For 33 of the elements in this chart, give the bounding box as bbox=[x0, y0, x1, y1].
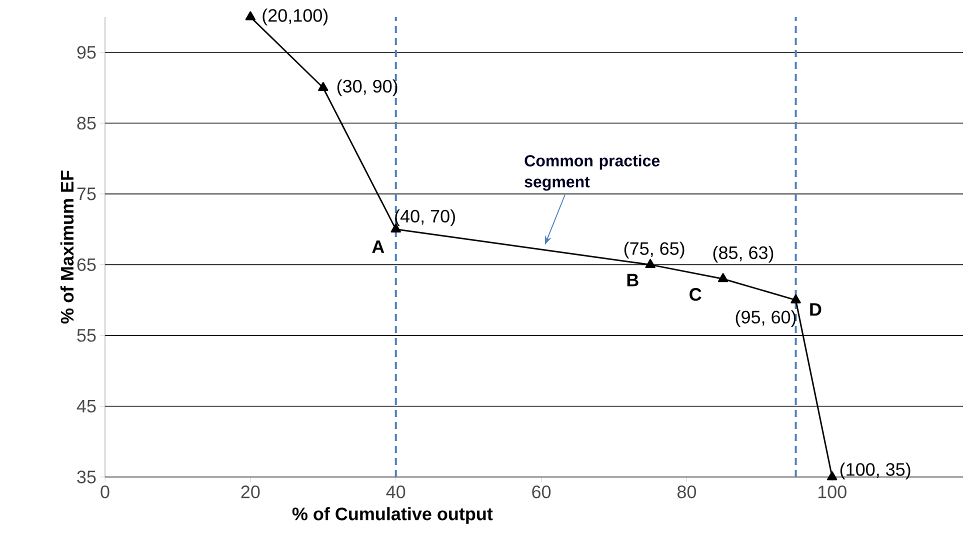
point bbox=[645, 258, 656, 268]
annotation: (20,100) bbox=[262, 8, 328, 26]
annotation: A bbox=[372, 240, 384, 253]
y-tick-label: 75 bbox=[77, 188, 96, 200]
x-tick-label: 60 bbox=[532, 486, 551, 498]
y-tick-label: 65 bbox=[77, 258, 96, 272]
annotation: (30, 90) bbox=[337, 79, 398, 96]
point bbox=[790, 294, 801, 304]
x-axis-title: % of Cumulative output bbox=[292, 507, 493, 524]
y-tick-label: 55 bbox=[77, 329, 96, 342]
annotation: D bbox=[810, 303, 822, 316]
annotation: C bbox=[690, 288, 702, 301]
x-tick-label: 40 bbox=[386, 486, 406, 498]
annotation: Common practice segment bbox=[524, 154, 660, 191]
point bbox=[718, 273, 728, 282]
x-tick-label: 80 bbox=[677, 486, 696, 498]
annotation: (95, 60) bbox=[736, 310, 796, 328]
annotation: (40, 70) bbox=[395, 209, 455, 226]
x-tick-label: 0 bbox=[100, 486, 110, 498]
y-tick-label: 45 bbox=[76, 400, 96, 413]
y-tick-label: 85 bbox=[77, 116, 96, 130]
point bbox=[318, 82, 328, 92]
annotation: (100, 35) bbox=[840, 462, 910, 480]
point bbox=[245, 11, 256, 20]
annotation: (75, 65) bbox=[624, 242, 684, 258]
y-tick-label: 35 bbox=[77, 470, 96, 484]
y-tick-label: 95 bbox=[77, 46, 96, 59]
x-tick-label: 100 bbox=[818, 486, 846, 498]
x-tick-label: 20 bbox=[241, 486, 260, 498]
y-axis-title: % of Maximum EF bbox=[60, 170, 74, 324]
annotation: B bbox=[627, 274, 638, 286]
annotation: (85, 63) bbox=[713, 246, 774, 263]
point bbox=[827, 471, 838, 480]
